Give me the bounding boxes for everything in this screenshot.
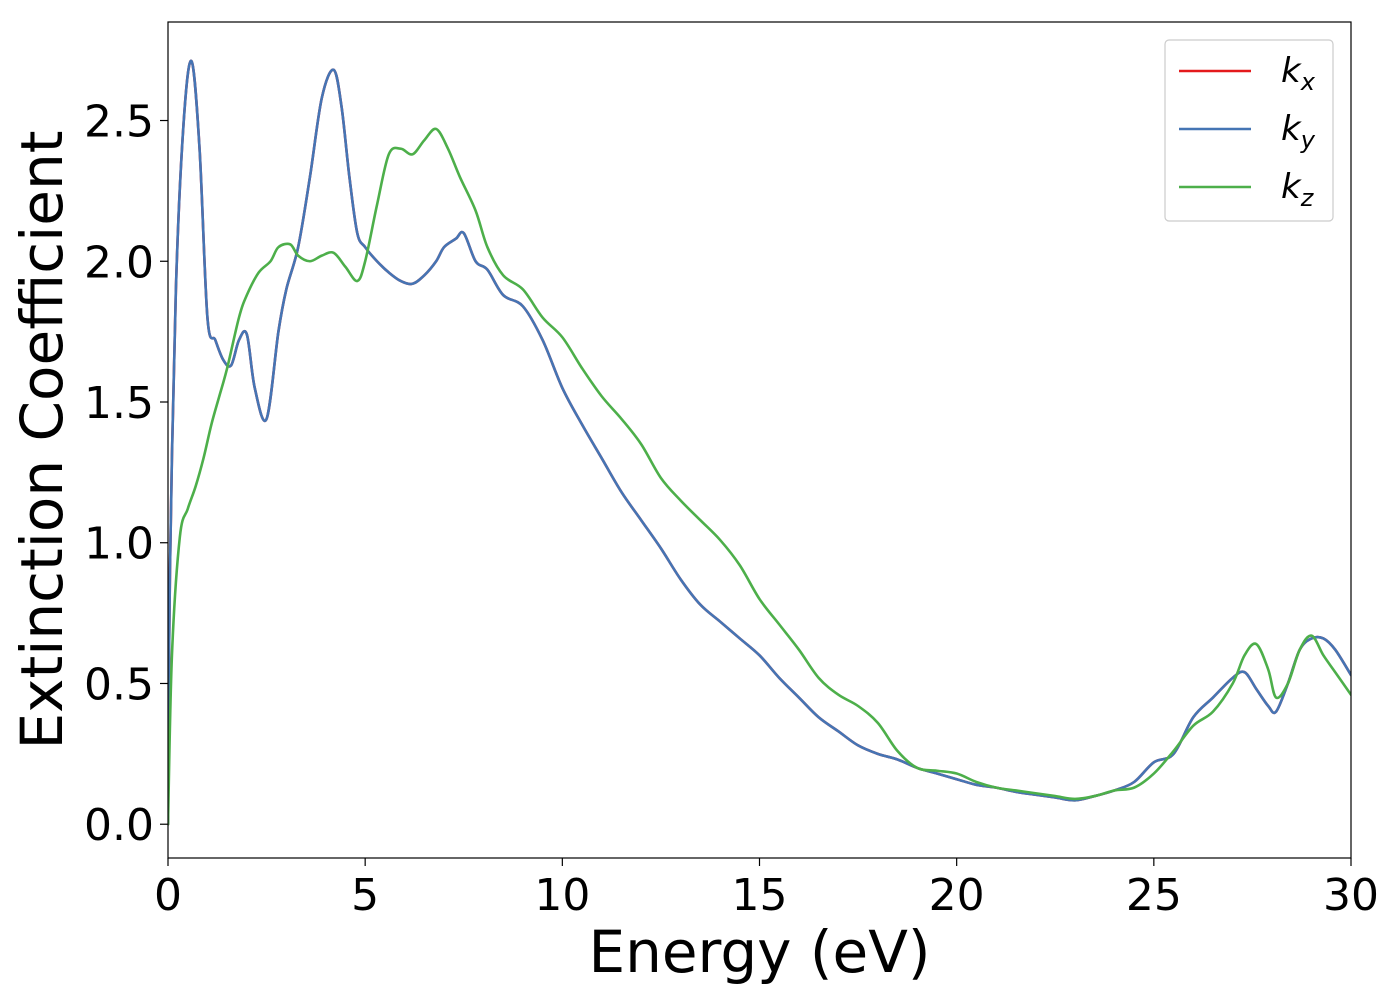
legend-entry-k-z: kz (1281, 167, 1315, 212)
y-tick-label: 2.0 (84, 237, 154, 288)
legend-label-subscript: z (1300, 184, 1315, 212)
y-tick-label: 0.5 (84, 659, 154, 710)
x-tick-label: 5 (351, 870, 379, 921)
legend-label-subscript: y (1300, 126, 1316, 154)
legend-label-subscript: x (1300, 68, 1316, 96)
series-line-k-z (168, 127, 1351, 826)
x-tick-label: 0 (154, 870, 182, 921)
series-line-k-y (168, 59, 1351, 826)
x-tick-label: 10 (534, 870, 590, 921)
legend-entry-k-x: kx (1281, 51, 1316, 96)
x-axis: 0 5 10 15 20 25 30 (154, 858, 1379, 921)
plot-lines (168, 59, 1351, 826)
x-tick-label: 25 (1126, 870, 1182, 921)
legend-label-main: k (1281, 51, 1302, 91)
legend-box (1164, 39, 1334, 222)
x-tick-label: 20 (929, 870, 985, 921)
y-tick-label: 2.5 (84, 97, 154, 148)
legend-label-main: k (1281, 109, 1302, 149)
y-axis: 0.0 0.5 1.0 1.5 2.0 2.5 (84, 97, 168, 851)
y-tick-label: 1.5 (84, 378, 154, 429)
y-axis-label: Extinction Coefficient (8, 131, 76, 750)
x-axis-label: Energy (eV) (588, 918, 930, 986)
y-tick-label: 1.0 (84, 519, 154, 570)
y-tick-label: 0.0 (84, 800, 154, 851)
x-tick-label: 15 (732, 870, 788, 921)
legend-label-main: k (1281, 167, 1302, 207)
x-tick-label: 30 (1323, 870, 1379, 921)
legend-entry-k-y: ky (1281, 109, 1316, 154)
